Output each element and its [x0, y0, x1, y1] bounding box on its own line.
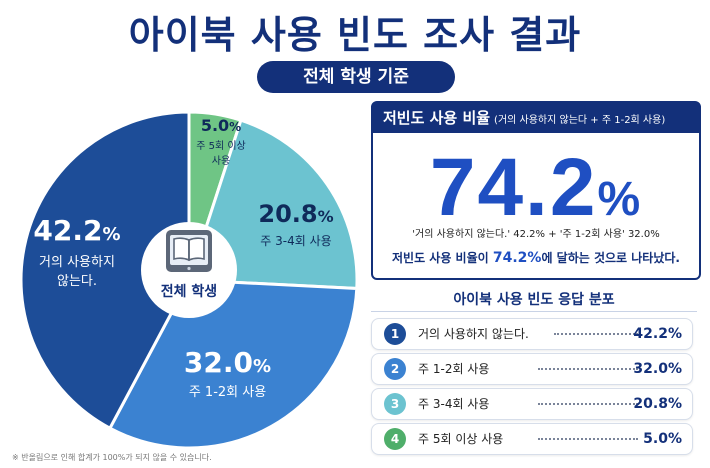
- subtitle-badge: 전체 학생 기준: [257, 61, 455, 93]
- row-number-badge: 3: [384, 393, 406, 415]
- row-value: 42.2%: [633, 326, 682, 342]
- ebook-tablet-icon: [166, 230, 212, 272]
- row-number-badge: 2: [384, 358, 406, 380]
- leader-dots: [538, 368, 638, 370]
- row-label: 주 1-2회 사용: [418, 362, 490, 376]
- row-value: 32.0%: [633, 361, 682, 377]
- slice-label-5plus: 5.0% 주 5회 이상 사용: [196, 116, 246, 167]
- slice-label-1-2: 32.0% 주 1-2회 사용: [183, 346, 272, 400]
- slice-label-3-4: 20.8% 주 3-4회 사용: [258, 200, 334, 248]
- row-number-badge: 1: [384, 323, 406, 345]
- low-usage-formula: '거의 사용하지 않는다.' 42.2% + '주 1-2회 사용' 32.0%: [412, 229, 660, 240]
- page-title: 아이북 사용 빈도 조사 결과: [128, 13, 582, 57]
- center-label: 전체 학생: [160, 284, 218, 300]
- footnote: ※ 반올림으로 인해 합계가 100%가 되지 않을 수 있습니다.: [12, 453, 212, 462]
- row-label: 거의 사용하지 않는다.: [418, 327, 529, 341]
- row-number-badge: 4: [384, 428, 406, 450]
- distribution-row: 2 주 1-2회 사용 32.0%: [371, 353, 693, 385]
- low-usage-summary: 저빈도 사용 비율이 74.2%에 달하는 것으로 나타났다.: [392, 250, 680, 266]
- leader-dots: [538, 438, 638, 440]
- pie-slice: [186, 118, 359, 291]
- low-usage-value: 74.2%: [429, 142, 643, 233]
- leader-dots: [538, 403, 638, 405]
- distribution-title: 아이북 사용 빈도 응답 분포: [453, 292, 615, 308]
- row-value: 20.8%: [633, 396, 682, 412]
- row-label: 주 3-4회 사용: [418, 397, 490, 411]
- row-value: 5.0%: [643, 431, 682, 447]
- distribution-divider: [371, 311, 697, 312]
- distribution-row: 3 주 3-4회 사용 20.8%: [371, 388, 693, 420]
- row-label: 주 5회 이상 사용: [418, 432, 504, 446]
- pie-slice: [19, 110, 191, 431]
- distribution-row: 1 거의 사용하지 않는다. 42.2%: [371, 318, 693, 350]
- pie-slice: [107, 278, 359, 450]
- low-usage-header: 저빈도 사용 비율 (거의 사용하지 않는다 + 주 1-2회 사용): [373, 103, 699, 133]
- leader-dots: [554, 333, 638, 335]
- low-usage-panel: 저빈도 사용 비율 (거의 사용하지 않는다 + 주 1-2회 사용) 74.2%…: [371, 101, 701, 280]
- chart-center: 전체 학생: [140, 205, 238, 335]
- distribution-row: 4 주 5회 이상 사용 5.0%: [371, 423, 693, 455]
- slice-label-never: 42.2% 거의 사용하지 않는다.: [33, 214, 121, 289]
